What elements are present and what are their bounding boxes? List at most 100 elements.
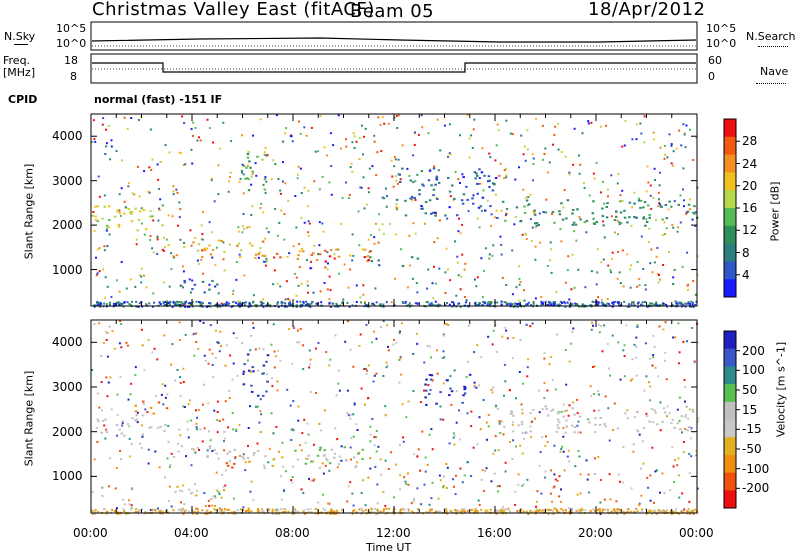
scatter-speck: [633, 416, 636, 418]
scatter-speck: [265, 257, 268, 260]
scatter-speck: [294, 195, 297, 197]
scatter-speck: [578, 154, 580, 157]
scatter-speck: [423, 389, 426, 392]
ground-speck: [662, 509, 665, 511]
scatter-speck: [217, 164, 220, 167]
ground-speck: [563, 301, 566, 304]
scatter-speck: [105, 428, 108, 431]
scatter-speck: [279, 192, 282, 195]
data-cell: [463, 385, 466, 388]
data-cell: [397, 173, 401, 176]
ground-speck: [388, 507, 390, 510]
scatter-speck: [367, 187, 370, 190]
scatter-speck: [692, 280, 695, 283]
data-cell: [428, 169, 432, 172]
scatter-speck: [333, 253, 336, 256]
scatter-speck: [617, 473, 620, 476]
data-cell: [261, 372, 264, 375]
scatter-speck: [187, 403, 190, 405]
data-cell: [529, 430, 532, 433]
scatter-speck: [412, 499, 415, 502]
data-cell: [509, 412, 513, 415]
ground-speck: [660, 510, 663, 513]
scatter-speck: [188, 399, 191, 402]
scatter-speck: [186, 420, 189, 423]
data-cell: [465, 185, 468, 188]
scatter-speck: [211, 352, 214, 355]
scatter-speck: [658, 274, 660, 276]
scatter-speck: [459, 232, 462, 235]
data-cell: [626, 221, 629, 224]
data-cell: [263, 188, 267, 191]
scatter-speck: [447, 268, 449, 271]
ground-speck: [690, 300, 693, 303]
scatter-speck: [274, 207, 277, 210]
data-cell: [433, 211, 437, 214]
scatter-speck: [384, 504, 387, 507]
ground-speck: [159, 303, 162, 305]
scatter-speck: [292, 400, 295, 403]
scatter-speck: [600, 125, 602, 128]
scatter-speck: [236, 374, 239, 377]
scatter-speck: [593, 365, 596, 368]
ground-speck: [411, 510, 414, 513]
ground-speck: [196, 507, 199, 510]
ground-speck: [105, 512, 108, 515]
ground-speck: [174, 301, 177, 304]
scatter-speck: [496, 485, 499, 488]
data-cell: [194, 494, 198, 497]
scatter-speck: [654, 470, 657, 473]
scatter-speck: [431, 448, 434, 451]
scatter-speck: [259, 398, 262, 401]
ground-speck: [232, 301, 235, 303]
scatter-speck: [252, 453, 255, 456]
data-cell: [479, 205, 483, 208]
scatter-speck: [545, 211, 548, 214]
scatter-speck: [449, 153, 452, 156]
ground-speck: [549, 302, 552, 305]
scatter-speck: [420, 114, 423, 117]
ground-speck: [335, 302, 338, 305]
scatter-speck: [597, 456, 600, 458]
scatter-speck: [149, 215, 151, 218]
scatter-speck: [683, 508, 686, 511]
scatter-speck: [178, 428, 181, 431]
scatter-speck: [359, 186, 362, 189]
scatter-speck: [671, 164, 674, 167]
ground-speck: [137, 306, 140, 308]
scatter-speck: [195, 507, 198, 510]
scatter-speck: [128, 455, 131, 458]
scatter-speck: [558, 475, 561, 478]
scatter-speck: [118, 290, 121, 293]
scatter-speck: [583, 186, 586, 189]
scatter-speck: [395, 206, 398, 209]
scatter-speck: [470, 134, 473, 137]
scatter-speck: [587, 122, 590, 125]
scatter-speck: [454, 240, 456, 243]
scatter-speck: [630, 224, 633, 227]
scatter-speck: [191, 279, 194, 282]
ground-speck: [108, 301, 111, 304]
ground-speck: [184, 305, 187, 308]
scatter-speck: [108, 233, 111, 236]
scatter-speck: [281, 180, 284, 183]
ground-speck: [248, 510, 251, 513]
scatter-speck: [363, 403, 366, 406]
scatter-speck: [572, 401, 575, 404]
scatter-speck: [488, 152, 491, 155]
scatter-speck: [529, 425, 532, 428]
scatter-speck: [695, 136, 698, 139]
data-cell: [177, 450, 180, 453]
scatter-speck: [119, 320, 122, 323]
scatter-speck: [211, 256, 214, 259]
ground-speck: [434, 510, 437, 513]
scatter-speck: [692, 159, 695, 161]
data-cell: [262, 364, 266, 367]
x-tick-label: 04:00: [174, 526, 209, 540]
data-cell: [401, 264, 405, 267]
data-cell: [196, 249, 200, 252]
scatter-speck: [360, 186, 363, 189]
scatter-speck: [386, 364, 389, 367]
ground-speck: [376, 508, 379, 511]
data-cell: [605, 216, 609, 219]
